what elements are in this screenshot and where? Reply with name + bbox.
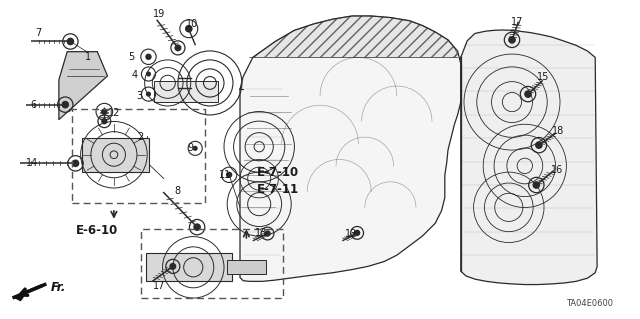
Ellipse shape [61,101,69,108]
Ellipse shape [72,160,79,167]
Text: 18: 18 [552,126,564,136]
Ellipse shape [67,38,74,45]
Ellipse shape [532,181,540,189]
Ellipse shape [146,92,151,97]
Text: 10: 10 [186,19,198,29]
Ellipse shape [101,108,108,115]
Ellipse shape [535,141,543,149]
Text: E-7-11: E-7-11 [257,183,300,196]
Ellipse shape [193,223,201,231]
Ellipse shape [354,230,360,236]
Ellipse shape [524,90,532,98]
Polygon shape [14,293,26,300]
Bar [72,109,205,203]
Text: 4: 4 [131,70,138,80]
Bar [82,138,149,172]
Text: Fr.: Fr. [51,281,67,294]
Text: TA04E0600: TA04E0600 [566,299,613,308]
Text: 6: 6 [30,100,36,110]
Text: E-6-10: E-6-10 [76,224,118,237]
Text: 19: 19 [152,9,165,19]
Ellipse shape [101,118,108,124]
Text: 5: 5 [128,52,134,63]
Ellipse shape [226,172,232,178]
Text: E-7-10: E-7-10 [257,167,300,179]
Polygon shape [240,16,461,281]
Ellipse shape [146,71,151,77]
Bar [146,253,232,281]
Ellipse shape [193,146,198,151]
Bar [227,260,266,274]
Polygon shape [461,30,597,285]
Text: 15: 15 [536,71,549,82]
Text: 13: 13 [255,228,268,238]
Text: 1: 1 [85,52,92,63]
Ellipse shape [145,54,152,60]
Text: 9: 9 [188,143,194,153]
Bar [154,81,218,102]
Polygon shape [59,52,108,120]
Text: 13: 13 [344,229,357,240]
Text: 3: 3 [136,91,143,101]
Ellipse shape [169,263,177,270]
Text: 17: 17 [152,280,165,291]
Ellipse shape [185,25,193,33]
Ellipse shape [264,230,271,237]
Text: 8: 8 [175,186,181,197]
Bar [141,229,283,298]
Text: 14: 14 [26,158,38,168]
Ellipse shape [508,36,516,44]
Text: 11: 11 [219,170,232,181]
Ellipse shape [174,44,182,51]
Text: 16: 16 [550,165,563,175]
Text: 17: 17 [511,17,524,27]
Text: 12: 12 [108,108,120,118]
Text: 2: 2 [138,132,144,142]
Polygon shape [250,16,458,57]
Text: 7: 7 [35,28,42,39]
